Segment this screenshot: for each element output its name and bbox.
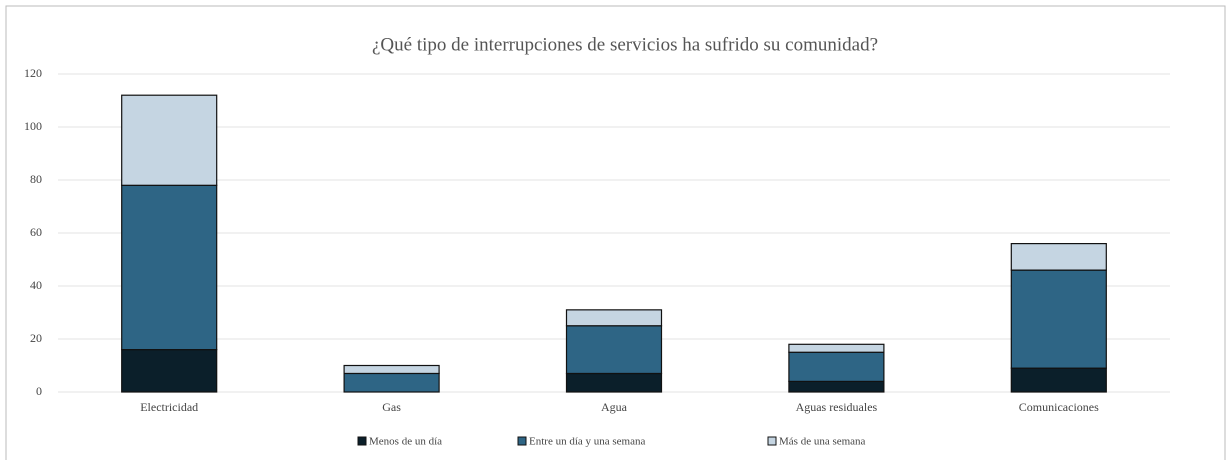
bar-segment [121, 94, 218, 186]
bar-segment [788, 380, 885, 393]
y-tick-label: 40 [30, 278, 42, 292]
legend-label: Entre un día y una semana [529, 436, 645, 448]
x-tick-label: Agua [601, 400, 628, 414]
x-tick-label: Electricidad [140, 400, 198, 414]
y-tick-label: 100 [24, 119, 42, 133]
legend-label: Menos de un día [369, 436, 442, 448]
bar-segment [343, 364, 440, 375]
bar-segment [565, 372, 663, 393]
bar-segment [788, 343, 885, 353]
bar-segment [788, 351, 885, 382]
y-tick-label: 80 [30, 172, 42, 186]
bar-segment [121, 349, 218, 393]
x-tick-label: Aguas residuales [796, 400, 878, 414]
bar-segment [1010, 367, 1107, 393]
legend-swatch [767, 436, 777, 446]
x-tick-label: Gas [382, 400, 401, 414]
bar-segment [1010, 269, 1107, 369]
bar-segment [565, 325, 663, 375]
bar-segment [565, 309, 663, 327]
bar-segment [121, 184, 218, 351]
legend-swatch [517, 436, 527, 446]
legend-swatch [357, 436, 367, 446]
chart-title: ¿Qué tipo de interrupciones de servicios… [372, 34, 878, 55]
legend-label: Más de una semana [779, 436, 866, 448]
y-tick-label: 20 [30, 331, 42, 345]
y-tick-label: 120 [24, 66, 42, 80]
x-tick-label: Comunicaciones [1019, 400, 1099, 414]
y-tick-label: 60 [30, 225, 42, 239]
y-tick-label: 0 [36, 384, 42, 398]
bar-segment [1010, 243, 1107, 271]
bar-segment [343, 372, 440, 393]
